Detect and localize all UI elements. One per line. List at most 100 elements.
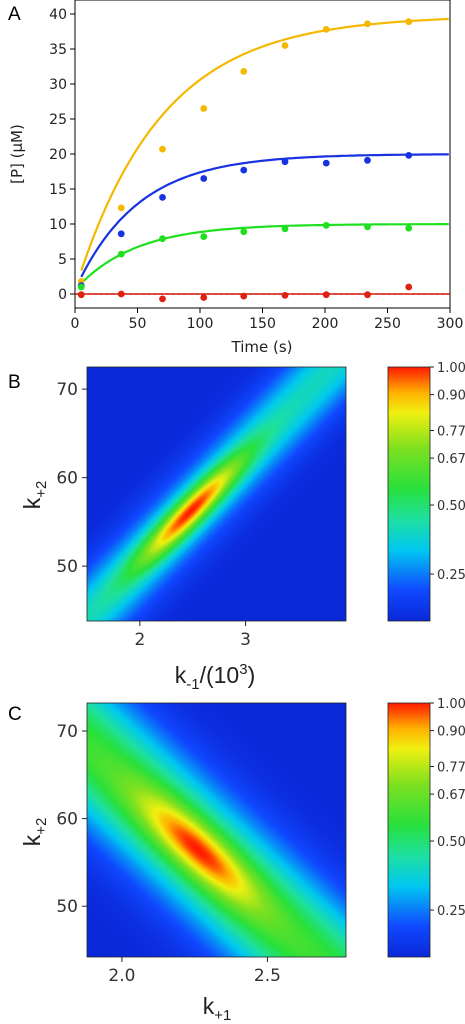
x-tick-label: 2 bbox=[134, 630, 145, 650]
colorbar-tick-label: 0.50 bbox=[437, 835, 465, 850]
data-point-series-1 bbox=[200, 175, 208, 182]
panel-b-ticks: 2 3 50 60 70 bbox=[56, 380, 251, 650]
data-point-series-2 bbox=[159, 235, 166, 243]
panel-b-colorbar-gradient bbox=[387, 366, 431, 622]
panel-b-xlabel-tail: /(10 bbox=[200, 662, 240, 688]
data-point-series-1 bbox=[159, 194, 166, 201]
panel-c-colorbar: 1.00 0.90 0.77 0.67 0.50 0.25 bbox=[387, 697, 465, 958]
fit-curve-series-2 bbox=[80, 223, 449, 284]
data-point-series-1 bbox=[322, 159, 330, 167]
x-tick-label: 2.5 bbox=[254, 966, 281, 986]
data-point-series-3 bbox=[322, 291, 330, 299]
panel-a-x-tick-label: 200 bbox=[312, 316, 339, 332]
data-point-series-3 bbox=[281, 292, 289, 299]
data-point-series-2 bbox=[322, 222, 330, 229]
panel-c-xlabel-sub: +1 bbox=[214, 1007, 231, 1024]
panel-a-y-tick-label: 30 bbox=[49, 77, 67, 93]
panel-c-x-axis-label: k+1 bbox=[203, 993, 232, 1024]
panel-c-ticks: 2.0 2.5 50 60 70 bbox=[56, 722, 281, 986]
data-point-series-0 bbox=[405, 18, 413, 26]
fit-curve-series-0 bbox=[80, 17, 449, 271]
panel-c-colorbar-ticks: 1.00 0.90 0.77 0.67 0.50 0.25 bbox=[430, 697, 465, 919]
panel-a-x-tick-label: 50 bbox=[129, 316, 147, 332]
panel-a-x-tick-label: 250 bbox=[374, 316, 401, 332]
data-point-series-1 bbox=[117, 230, 125, 238]
panel-b-colorbar-ticks: 1.00 0.90 0.77 0.67 0.50 0.25 bbox=[430, 361, 465, 583]
data-point-series-1 bbox=[405, 152, 413, 159]
data-point-series-3 bbox=[240, 292, 248, 300]
panel-b-xlabel-sup: 3 bbox=[239, 661, 247, 678]
panel-a-y-tick-label: 20 bbox=[49, 147, 67, 163]
colorbar-tick-label: 0.67 bbox=[437, 452, 465, 467]
y-tick-label: 60 bbox=[56, 469, 78, 489]
data-point-series-0 bbox=[117, 204, 125, 212]
panel-c-label: C bbox=[8, 704, 22, 725]
panel-a-y-tick-label: 0 bbox=[58, 287, 67, 303]
panel-b-ylabel-main: k bbox=[19, 497, 45, 509]
data-point-series-3 bbox=[364, 291, 371, 299]
fit-curve-series-1 bbox=[80, 153, 449, 278]
panel-a-x-tick-label: 150 bbox=[249, 316, 276, 332]
panel-b-colorbar: 1.00 0.90 0.77 0.67 0.50 0.25 bbox=[387, 361, 465, 622]
data-point-series-0 bbox=[240, 68, 248, 75]
panel-b-y-axis-label: k+2 bbox=[19, 481, 50, 510]
colorbar-tick-label: 0.25 bbox=[437, 568, 465, 583]
panel-b-xlabel-sub: -1 bbox=[186, 676, 199, 693]
panel-c-axes-frame bbox=[86, 702, 347, 958]
panel-b-x-axis-label: k-1/(103) bbox=[175, 661, 256, 693]
data-point-series-2 bbox=[117, 250, 125, 258]
data-point-series-0 bbox=[322, 26, 330, 33]
colorbar-tick-label: 1.00 bbox=[437, 697, 465, 712]
colorbar-tick-label: 0.90 bbox=[437, 389, 465, 404]
panel-a-y-tick-label: 15 bbox=[49, 182, 67, 198]
colorbar-tick-label: 0.90 bbox=[437, 725, 465, 740]
data-point-series-2 bbox=[364, 223, 371, 231]
panel-b-heatmap bbox=[87, 367, 346, 621]
panel-a-y-axis-label: [P] (μM) bbox=[8, 124, 26, 184]
data-point-series-2 bbox=[200, 233, 208, 241]
data-point-series-0 bbox=[200, 105, 208, 112]
panel-a-fit-curves bbox=[75, 17, 450, 295]
panel-c-heatmap bbox=[87, 703, 346, 957]
panel-a-x-tick-label: 100 bbox=[187, 316, 214, 332]
data-point-series-3 bbox=[405, 283, 413, 291]
data-point-series-1 bbox=[364, 156, 371, 164]
data-point-series-2 bbox=[77, 283, 85, 291]
panel-b-xlabel-main: k bbox=[175, 662, 187, 688]
panel-a-y-tick-label: 5 bbox=[58, 252, 67, 268]
y-tick-label: 60 bbox=[56, 810, 78, 830]
colorbar-tick-label: 0.50 bbox=[437, 499, 465, 514]
colorbar-tick-label: 0.25 bbox=[437, 904, 465, 919]
panel-c-colorbar-gradient bbox=[387, 702, 431, 958]
data-point-series-2 bbox=[281, 225, 289, 233]
data-point-series-0 bbox=[281, 42, 289, 49]
data-point-series-1 bbox=[281, 158, 289, 166]
panel-b-xlabel-close: ) bbox=[248, 662, 256, 688]
data-point-series-3 bbox=[200, 294, 208, 301]
colorbar-tick-label: 0.77 bbox=[437, 425, 465, 440]
data-point-series-2 bbox=[405, 224, 413, 232]
colorbar-tick-label: 0.67 bbox=[437, 788, 465, 803]
panel-a-y-tick-label: 25 bbox=[49, 112, 67, 128]
panel-a: A 0 50 100 150 200 250 300 0 5 10 15 20 25 30 35 40 Tim… bbox=[8, 0, 463, 356]
panel-c-xlabel-main: k bbox=[203, 993, 215, 1019]
colorbar-tick-label: 0.77 bbox=[437, 761, 465, 776]
panel-a-label: A bbox=[8, 4, 21, 25]
y-tick-label: 70 bbox=[56, 722, 78, 742]
panel-a-y-tick-label: 10 bbox=[49, 217, 67, 233]
panel-a-x-tick-label: 300 bbox=[437, 316, 464, 332]
y-tick-label: 50 bbox=[56, 557, 78, 577]
x-tick-label: 2.0 bbox=[108, 966, 135, 986]
data-point-series-1 bbox=[240, 166, 248, 174]
panel-a-data-points bbox=[77, 18, 413, 303]
panel-c-ylabel-main: k bbox=[19, 834, 45, 846]
data-point-series-0 bbox=[364, 20, 371, 28]
panel-a-y-tick-label: 35 bbox=[49, 42, 67, 58]
data-point-series-3 bbox=[117, 290, 125, 298]
panel-b-axes-frame bbox=[86, 366, 347, 622]
panel-c-y-axis-label: k+2 bbox=[19, 818, 50, 847]
data-point-series-3 bbox=[159, 295, 166, 303]
y-tick-label: 70 bbox=[56, 380, 78, 400]
